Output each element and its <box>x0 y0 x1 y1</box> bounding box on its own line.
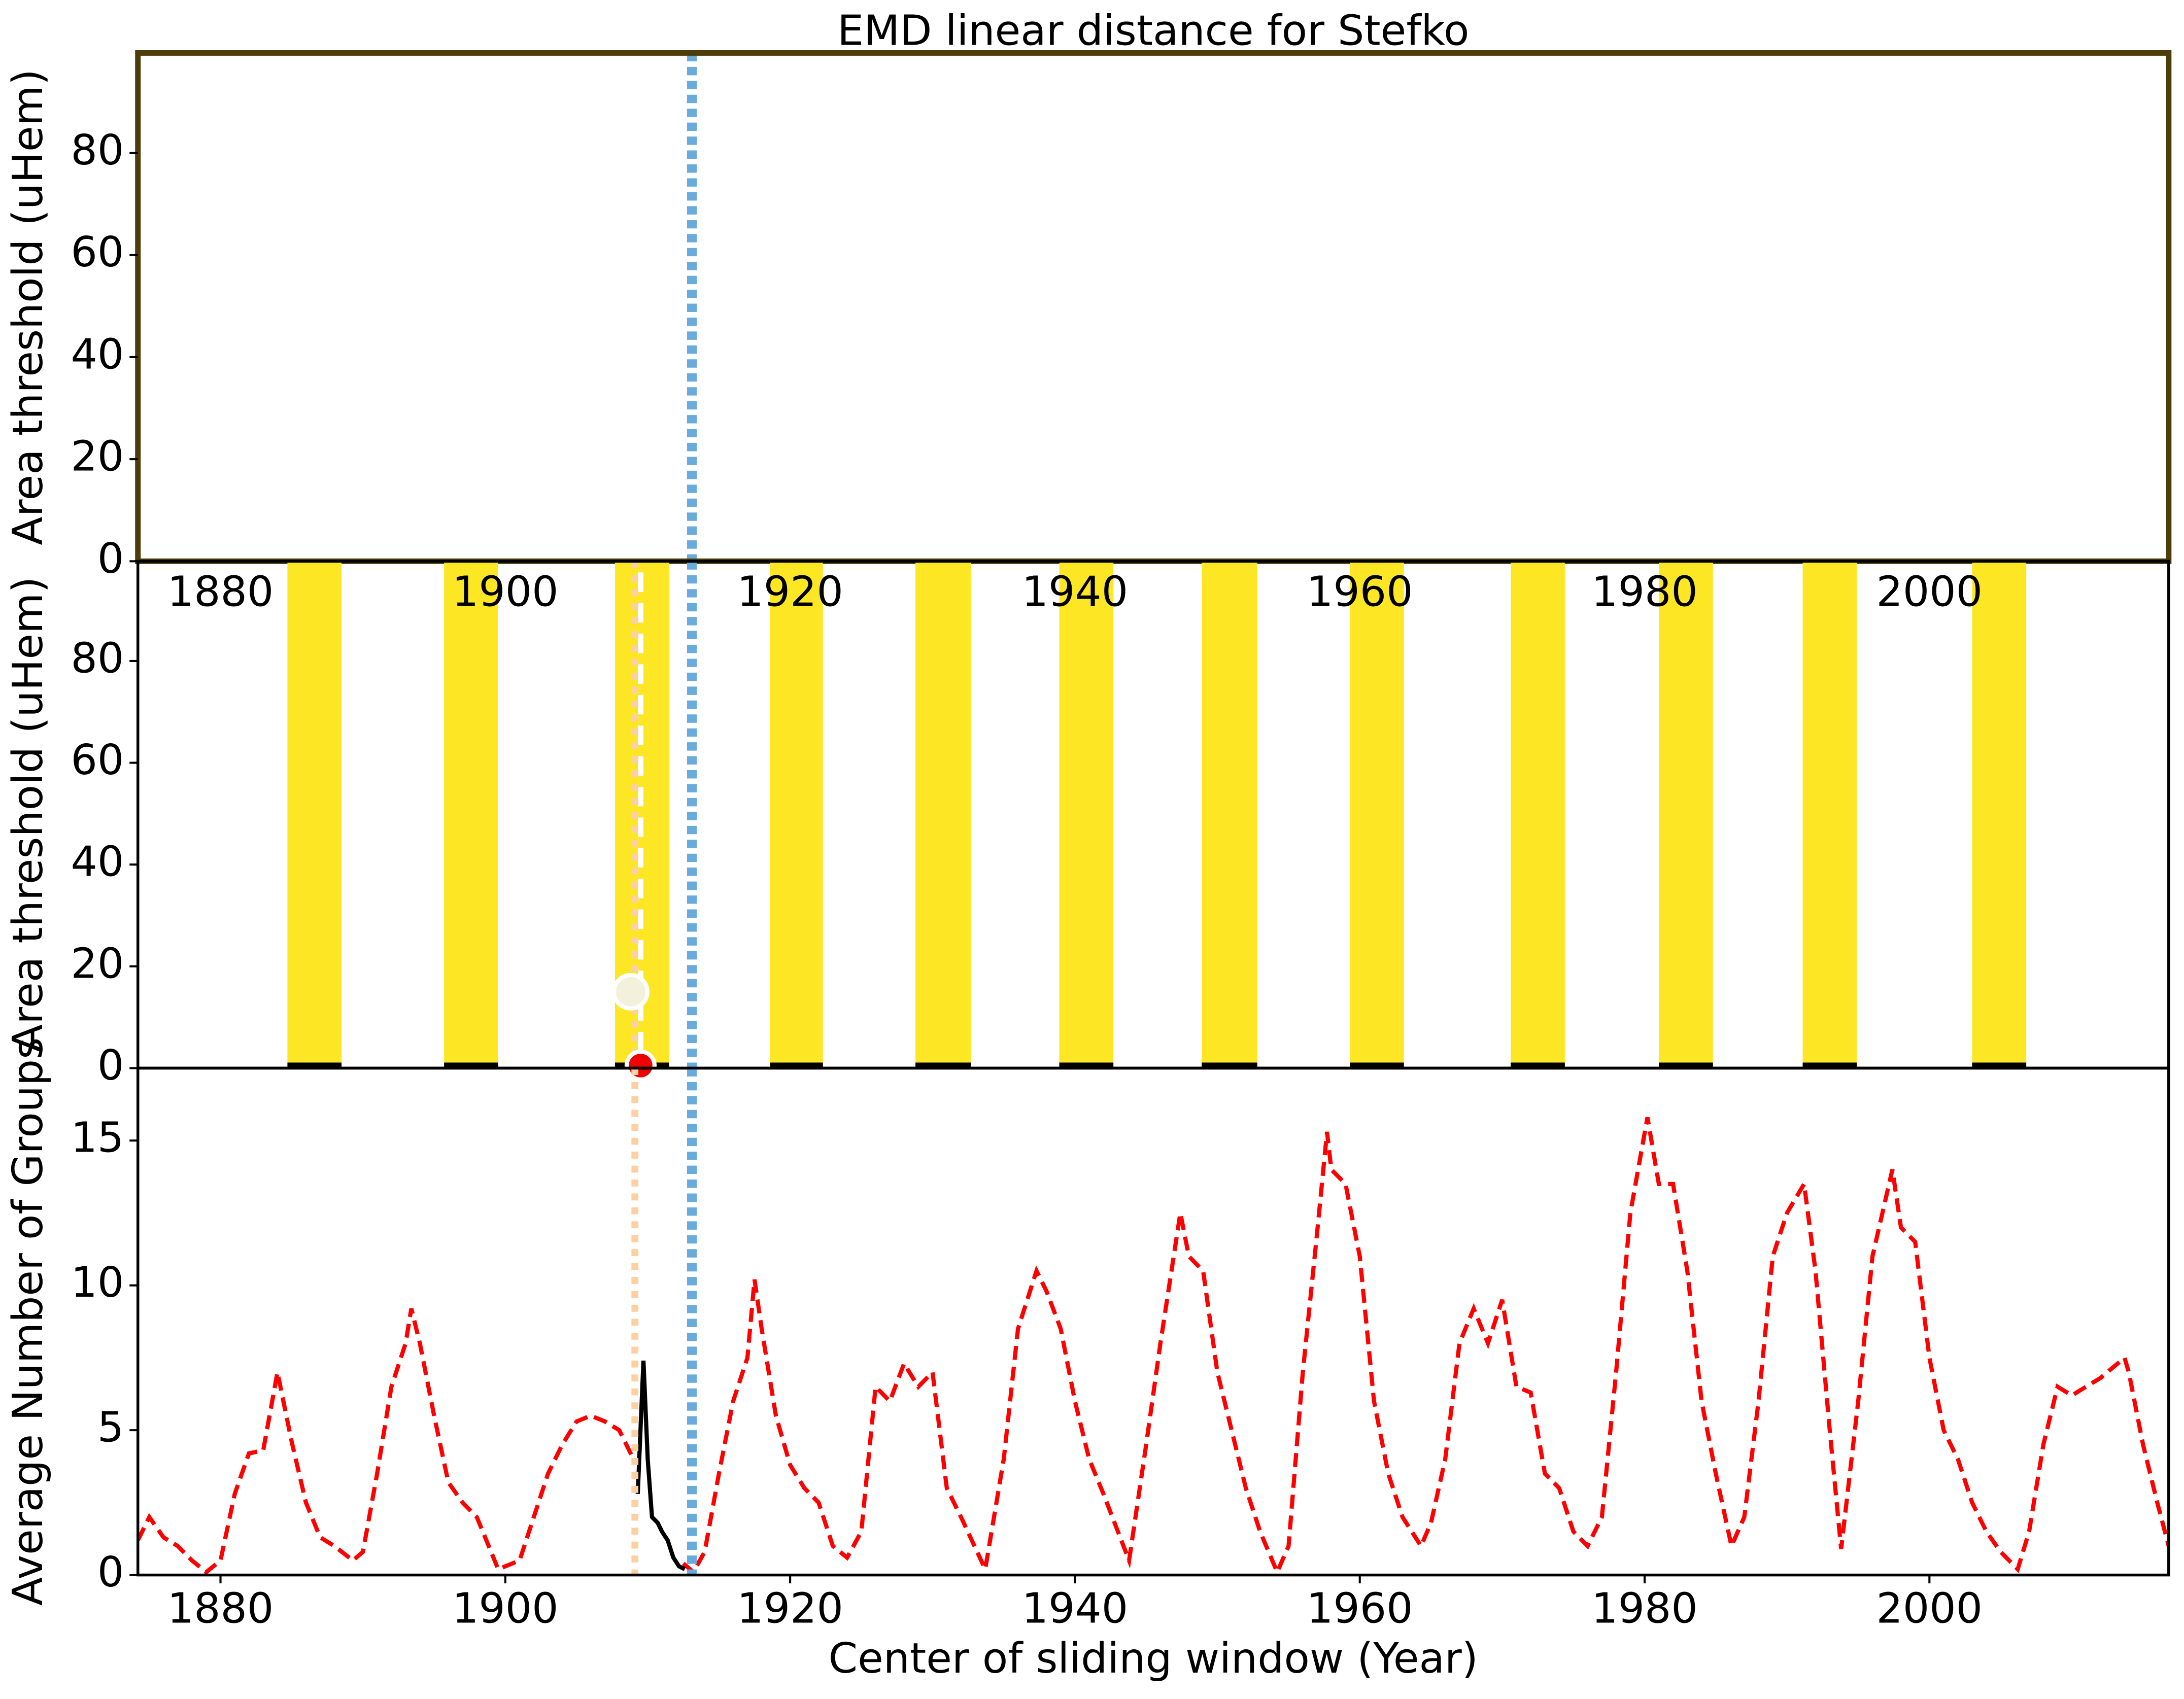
band <box>1802 561 1857 1068</box>
band <box>915 561 971 1068</box>
band <box>1202 561 1257 1068</box>
band-foot <box>444 1062 498 1068</box>
x-axis-label: Center of sliding window (Year) <box>829 1635 1478 1683</box>
x-tick-label: 2000 <box>1876 1584 1983 1633</box>
band <box>1059 561 1114 1068</box>
x-tick-label: 2000 <box>1876 568 1983 616</box>
band-foot <box>770 1062 823 1068</box>
y-tick-label: 0 <box>97 1042 124 1090</box>
plot-area <box>138 1068 2169 1575</box>
x-tick-label: 1940 <box>1022 568 1129 616</box>
x-tick-label: 1960 <box>1307 568 1413 616</box>
y-axis-label: Area threshold (uHem) <box>4 69 52 545</box>
axes-frame <box>136 1066 2170 1577</box>
y-tick-label: 15 <box>71 1114 124 1162</box>
y-tick-label: 80 <box>71 634 124 682</box>
band-foot <box>1202 1062 1257 1068</box>
x-tick-label: 1940 <box>1022 1584 1129 1633</box>
y-tick-label: 40 <box>71 838 124 886</box>
band-foot <box>1659 1062 1713 1068</box>
x-tick-label: 1900 <box>452 568 559 616</box>
band-foot <box>1350 1062 1404 1068</box>
x-tick-label: 1900 <box>452 1584 559 1633</box>
x-tick-label: 1920 <box>737 568 843 616</box>
series-line <box>635 1360 686 1571</box>
series-line <box>138 1117 2169 1575</box>
band <box>1659 561 1713 1068</box>
band <box>770 561 823 1068</box>
y-tick-label: 10 <box>71 1259 124 1307</box>
y-tick-label: 5 <box>97 1404 124 1452</box>
y-tick-label: 80 <box>71 126 124 175</box>
band-foot <box>915 1062 971 1068</box>
plot-area <box>287 561 2027 1068</box>
x-tick-label: 1980 <box>1591 1584 1698 1633</box>
point <box>611 973 650 1011</box>
band <box>1511 561 1565 1068</box>
band-foot <box>1972 1062 2027 1068</box>
band <box>1350 561 1404 1068</box>
y-tick-label: 60 <box>71 736 124 784</box>
band <box>287 561 342 1068</box>
y-tick-label: 60 <box>71 228 124 276</box>
band-foot <box>1802 1062 1857 1068</box>
band-foot <box>1511 1062 1565 1068</box>
y-axis-label: Area threshold (uHem) <box>4 577 52 1053</box>
band-foot <box>1059 1062 1114 1068</box>
band <box>444 561 498 1068</box>
y-tick-label: 0 <box>97 1548 124 1597</box>
band-foot <box>287 1062 342 1068</box>
y-tick-label: 20 <box>71 940 124 988</box>
y-axis-label: Average Number of Groups <box>4 1037 52 1606</box>
y-tick-label: 20 <box>71 433 124 481</box>
band <box>1972 561 2027 1068</box>
chart-title: EMD linear distance for Stefko <box>837 7 1469 55</box>
x-tick-label: 1980 <box>1591 568 1698 616</box>
y-tick-label: 0 <box>97 535 124 583</box>
x-tick-label: 1920 <box>737 1584 843 1633</box>
x-tick-label: 1960 <box>1307 1584 1413 1633</box>
axes-frame <box>136 560 2170 1070</box>
y-tick-label: 40 <box>71 330 124 378</box>
x-tick-label: 1880 <box>167 568 274 616</box>
point <box>624 1049 657 1082</box>
axes-frame <box>135 50 2172 564</box>
x-tick-label: 1880 <box>167 1584 274 1633</box>
